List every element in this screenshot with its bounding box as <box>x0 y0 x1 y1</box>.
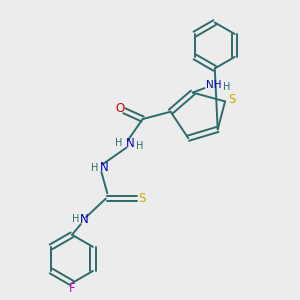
Text: N: N <box>80 213 89 226</box>
Text: H: H <box>72 214 79 224</box>
Text: O: O <box>115 102 124 115</box>
Text: S: S <box>138 192 146 205</box>
Text: H: H <box>136 141 143 151</box>
Text: F: F <box>69 282 75 296</box>
Text: N: N <box>126 137 135 150</box>
Text: N: N <box>100 161 109 174</box>
Text: H: H <box>91 163 98 172</box>
Text: S: S <box>228 93 235 106</box>
Text: NH: NH <box>206 80 222 90</box>
Text: H: H <box>224 82 231 92</box>
Text: H: H <box>115 138 122 148</box>
